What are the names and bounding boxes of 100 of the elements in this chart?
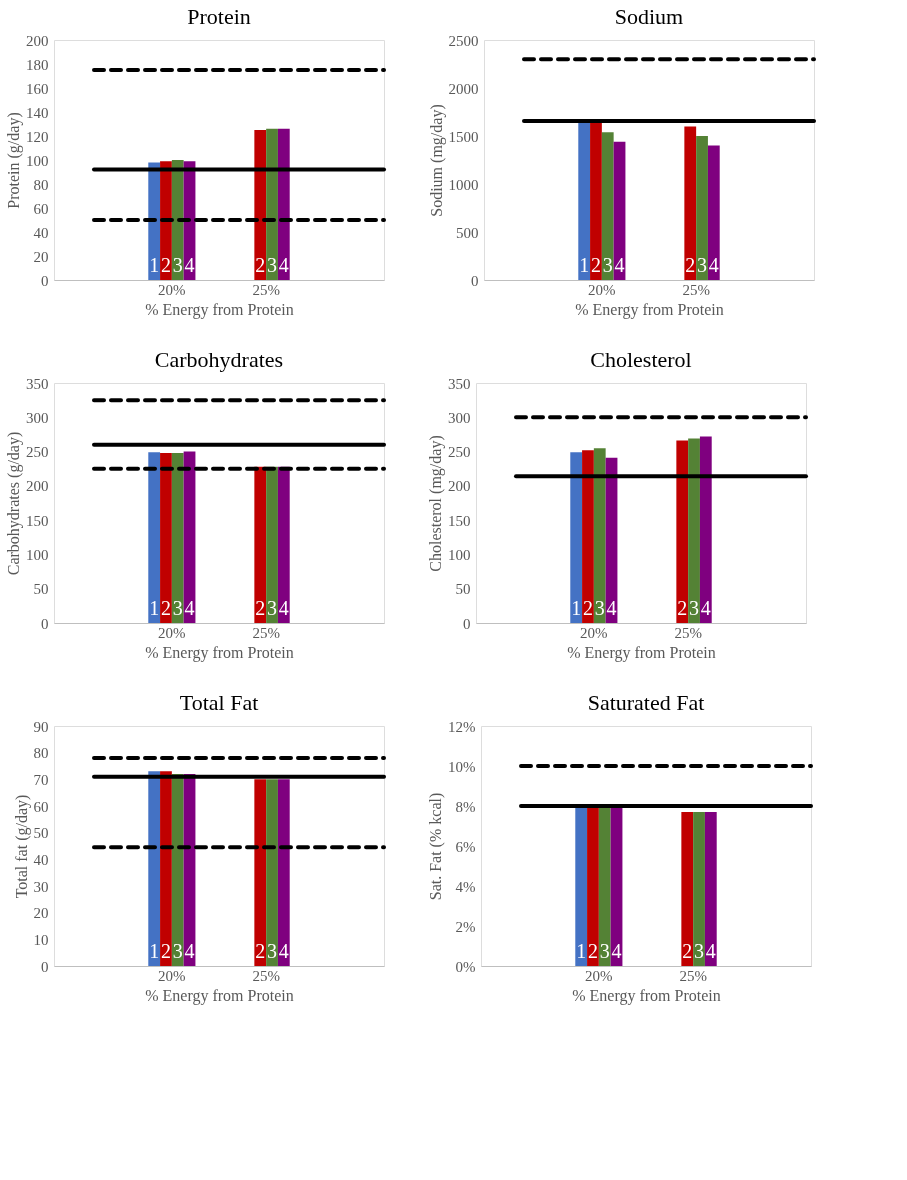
x-axis-title: % Energy from Protein <box>145 643 294 662</box>
text: 2 <box>160 597 171 619</box>
y-tick-label: 60 <box>33 200 49 217</box>
series-label: 2 <box>582 597 593 619</box>
y-tick-label: 10 <box>33 931 49 948</box>
series-label: 4 <box>614 254 625 276</box>
bar <box>266 779 278 966</box>
series-label: 1 <box>579 254 590 276</box>
y-tick-label: 20 <box>33 248 49 265</box>
bar <box>148 452 161 623</box>
x-tick-label: 25% <box>252 281 280 298</box>
bar <box>590 122 602 280</box>
series-label: 2 <box>255 940 266 962</box>
bar <box>148 162 161 280</box>
bar <box>254 466 267 623</box>
y-tick-label: 160 <box>26 80 49 97</box>
y-tick-label: 100 <box>448 546 471 563</box>
y-tick-label: 90 <box>33 718 49 735</box>
series-label: 2 <box>255 597 266 619</box>
series-label: 3 <box>172 940 183 962</box>
y-tick-label: 70 <box>33 771 49 788</box>
y-tick-label: 120 <box>26 128 49 145</box>
series-label: 4 <box>278 254 289 276</box>
y-tick-label: 20 <box>33 905 49 922</box>
y-tick-label: 100 <box>26 152 49 169</box>
y-tick-label: 350 <box>26 375 49 392</box>
series-label: 1 <box>571 597 582 619</box>
bar <box>266 466 278 623</box>
y-tick-label: 200 <box>26 32 49 49</box>
y-tick-label: 0 <box>41 958 49 975</box>
series-label: 1 <box>576 940 587 962</box>
x-tick-label: 20% <box>158 281 186 298</box>
y-axis-title: Sodium (mg/day) <box>427 104 446 217</box>
y-tick-label: 100 <box>26 546 49 563</box>
y-tick-label: 50 <box>33 581 49 598</box>
y-tick-label: 40 <box>33 851 49 868</box>
y-tick-label: 300 <box>448 409 471 426</box>
y-tick-label: 0 <box>41 272 49 289</box>
bar <box>699 436 712 623</box>
y-tick-label: 50 <box>455 581 471 598</box>
text: 2 <box>160 940 171 962</box>
y-tick-label: 12% <box>448 718 476 735</box>
y-tick-label: 60 <box>33 798 49 815</box>
text: 3 <box>689 597 700 619</box>
y-tick-label: 80 <box>33 176 49 193</box>
y-tick-label: 250 <box>26 444 49 461</box>
x-tick-label: 25% <box>252 624 280 641</box>
bar <box>277 779 290 966</box>
x-tick-label: 20% <box>158 624 186 641</box>
y-tick-label: 200 <box>26 478 49 495</box>
text: 4 <box>705 940 716 962</box>
y-tick-label: 8% <box>455 798 476 815</box>
chart-title: Saturated Fat <box>587 690 705 715</box>
series-label: 1 <box>149 940 160 962</box>
chart-title: Protein <box>187 4 251 29</box>
text: 2 <box>677 597 688 619</box>
x-axis-title: % Energy from Protein <box>572 986 721 1005</box>
text: 4 <box>700 597 711 619</box>
y-axis-title: Protein (g/day) <box>5 112 23 209</box>
text: 2 <box>685 254 696 276</box>
bar <box>148 771 161 966</box>
bar <box>277 466 290 623</box>
series-label: 3 <box>599 940 610 962</box>
bar <box>160 161 172 280</box>
series-label: 3 <box>172 597 183 619</box>
y-tick-label: 6% <box>455 838 476 855</box>
x-tick-label: 25% <box>252 967 280 984</box>
bar <box>684 126 697 280</box>
bar <box>254 130 267 280</box>
y-tick-label: 200 <box>448 478 471 495</box>
x-axis-title: % Energy from Protein <box>575 300 724 319</box>
y-tick-label: 0 <box>471 272 479 289</box>
x-tick-label: 20% <box>585 967 613 984</box>
series-label: 3 <box>594 597 605 619</box>
y-tick-label: 0 <box>463 615 471 632</box>
text: 4 <box>184 940 195 962</box>
text: 3 <box>267 597 278 619</box>
text: 4 <box>184 254 195 276</box>
x-axis-title: % Energy from Protein <box>145 300 294 319</box>
y-tick-label: 1000 <box>448 176 479 193</box>
y-tick-label: 0 <box>41 615 49 632</box>
y-axis-title: Sat. Fat (% kcal) <box>427 792 445 901</box>
text: 2 <box>682 940 693 962</box>
series-label: 4 <box>611 940 622 962</box>
bar <box>160 771 172 966</box>
y-axis-title: Cholesterol (mg/day) <box>427 435 445 572</box>
bar <box>707 145 720 280</box>
series-label: 4 <box>278 597 289 619</box>
y-tick-label: 180 <box>26 56 49 73</box>
bar <box>696 136 708 280</box>
series-label: 2 <box>590 254 601 276</box>
chart-title: Carbohydrates <box>154 347 284 372</box>
y-tick-label: 1500 <box>448 128 479 145</box>
series-label: 1 <box>149 254 160 276</box>
text: 2 <box>160 254 171 276</box>
bar <box>570 452 583 623</box>
series-label: 4 <box>606 597 617 619</box>
y-tick-label: 500 <box>456 224 479 241</box>
text: 4 <box>184 597 195 619</box>
bar <box>676 440 689 623</box>
